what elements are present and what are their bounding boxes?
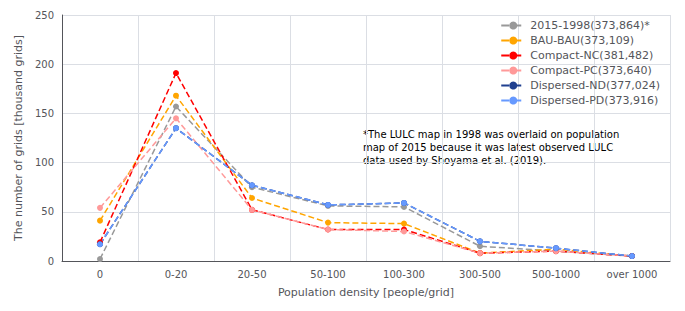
svg-text:Dispersed-ND(377,024): Dispersed-ND(377,024) [530, 79, 660, 92]
svg-text:Dispersed-PD(373,916): Dispersed-PD(373,916) [530, 94, 658, 107]
svg-text:20-50: 20-50 [237, 269, 266, 280]
svg-text:*The LULC map in 1998 was over: *The LULC map in 1998 was overlaid on po… [363, 129, 619, 140]
svg-text:Compact-NC(381,482): Compact-NC(381,482) [530, 49, 653, 62]
svg-text:Population density [people/gri: Population density [people/grid] [278, 286, 454, 299]
svg-text:0-20: 0-20 [165, 269, 188, 280]
svg-text:300-500: 300-500 [459, 269, 501, 280]
svg-text:200: 200 [35, 59, 54, 70]
svg-text:100-300: 100-300 [383, 269, 425, 280]
svg-text:over 1000: over 1000 [607, 269, 658, 280]
svg-text:map of 2015 because it was lat: map of 2015 because it was latest observ… [363, 142, 613, 153]
svg-text:BAU-BAU(373,109): BAU-BAU(373,109) [530, 34, 634, 47]
svg-text:0: 0 [97, 269, 103, 280]
svg-text:50: 50 [41, 206, 54, 217]
svg-text:150: 150 [35, 108, 54, 119]
svg-text:50-100: 50-100 [310, 269, 345, 280]
svg-text:data used by Shoyama et al. (2: data used by Shoyama et al. (2019). [363, 155, 547, 166]
svg-text:2015-1998(373,864)*: 2015-1998(373,864)* [530, 19, 650, 32]
svg-text:0: 0 [48, 256, 54, 267]
svg-text:100: 100 [35, 157, 54, 168]
svg-text:Compact-PC(373,640): Compact-PC(373,640) [530, 64, 652, 77]
svg-text:250: 250 [35, 10, 54, 21]
svg-text:500-1000: 500-1000 [532, 269, 580, 280]
svg-text:The number of grids [thousand: The number of grids [thousand grids] [12, 35, 25, 242]
